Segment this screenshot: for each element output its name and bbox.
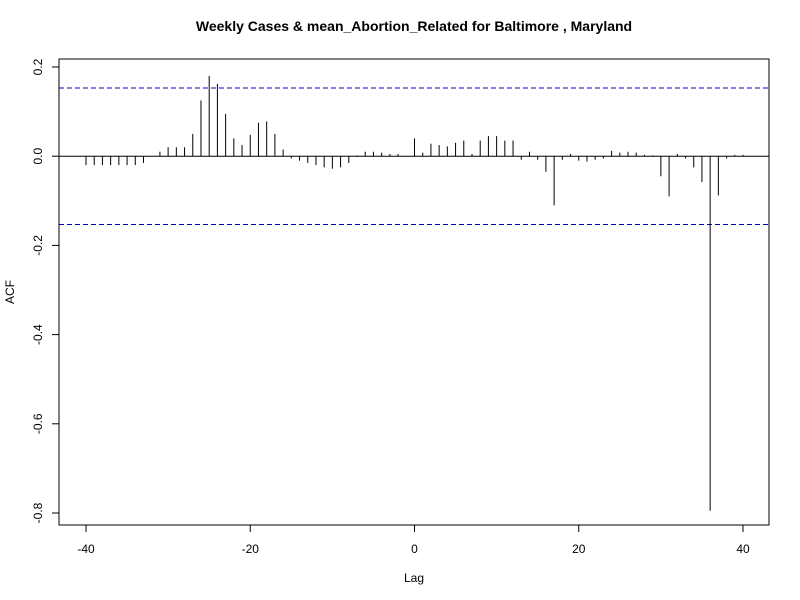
x-tick-label: 20 — [572, 542, 586, 556]
confidence-bounds — [59, 87, 769, 225]
acf-bars — [85, 75, 744, 511]
x-tick-label: -20 — [242, 542, 260, 556]
y-tick-label: 0.2 — [31, 58, 45, 75]
y-tick-label: 0.0 — [31, 148, 45, 165]
y-tick-label: -0.4 — [31, 324, 45, 345]
chart-title: Weekly Cases & mean_Abortion_Related for… — [196, 18, 632, 34]
x-tick-label: 0 — [411, 542, 418, 556]
y-axis-label: ACF — [3, 280, 17, 304]
x-axis: -40 -20 0 20 40 — [77, 524, 750, 556]
x-tick-label: 40 — [736, 542, 750, 556]
plot-frame — [58, 58, 770, 526]
y-axis: -0.8 -0.6 -0.4 -0.2 0.0 0.2 — [31, 58, 60, 523]
y-tick-label: -0.6 — [31, 413, 45, 434]
x-tick-label: -40 — [77, 542, 95, 556]
y-tick-label: -0.2 — [31, 235, 45, 256]
y-tick-label: -0.8 — [31, 502, 45, 523]
x-axis-label: Lag — [404, 571, 424, 585]
